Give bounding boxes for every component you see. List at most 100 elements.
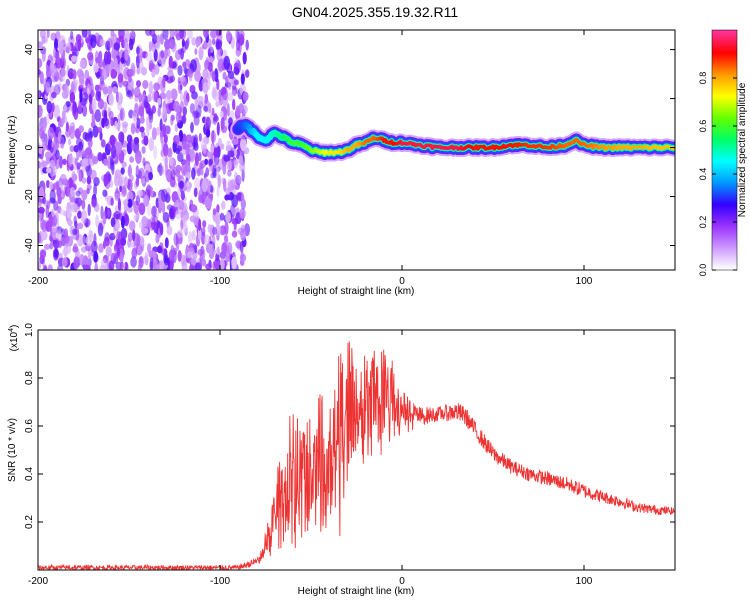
colorbar-step — [712, 106, 737, 109]
noise-cell — [127, 166, 132, 177]
noise-cell — [118, 30, 125, 39]
noise-cell — [108, 92, 114, 106]
colorbar-step — [712, 68, 737, 71]
colorbar-step — [712, 102, 737, 105]
noise-cell — [223, 55, 231, 70]
noise-cell — [216, 166, 219, 181]
noise-cell — [42, 196, 46, 205]
noise-cell — [202, 81, 209, 94]
y-tick-label: 0.8 — [24, 371, 35, 385]
noise-cell — [219, 95, 223, 106]
noise-cell — [177, 145, 183, 152]
snr-multiplier: (x104) — [8, 325, 20, 352]
noise-cell — [148, 81, 153, 95]
noise-cell — [149, 256, 154, 270]
noise-cell — [103, 173, 108, 187]
colorbar-step — [712, 230, 737, 233]
colorbar-step — [712, 72, 737, 75]
noise-cell — [191, 91, 198, 100]
noise-cell — [42, 139, 47, 152]
noise-cell — [110, 197, 114, 206]
noise-cell — [41, 161, 48, 168]
colorbar-step — [712, 210, 737, 213]
noise-cell — [39, 71, 44, 85]
noise-cell — [128, 241, 135, 248]
colorbar-label: Normalized spectral amplitude — [737, 82, 748, 217]
noise-cell — [167, 148, 173, 158]
noise-cell — [106, 208, 110, 218]
noise-cell — [203, 234, 210, 247]
noise-cell — [53, 104, 60, 118]
noise-cell — [221, 200, 226, 210]
noise-cell — [103, 109, 108, 124]
colorbar-step — [712, 218, 737, 221]
noise-cell — [239, 241, 244, 254]
noise-cell — [206, 72, 214, 79]
noise-cell — [94, 84, 100, 92]
colorbar-step — [712, 48, 737, 51]
noise-cell — [194, 152, 199, 167]
x-tick-label: -200 — [28, 576, 48, 587]
noise-cell — [63, 245, 68, 258]
y-tick-label: 20 — [24, 93, 35, 105]
noise-cell — [238, 30, 245, 39]
noise-cell — [144, 170, 150, 183]
noise-cell — [173, 30, 180, 37]
noise-cell — [48, 181, 54, 190]
snr-series-line — [38, 341, 675, 570]
noise-cell — [130, 139, 135, 151]
colorbar-step — [712, 152, 737, 155]
noise-cell — [61, 257, 68, 267]
colorbar-step — [712, 46, 737, 49]
noise-cell — [201, 178, 208, 193]
colorbar-step — [712, 268, 737, 271]
noise-cell — [65, 42, 72, 54]
noise-cell — [46, 113, 50, 125]
colorbar-step — [712, 160, 737, 163]
noise-cell — [186, 181, 190, 188]
colorbar-step — [712, 208, 737, 211]
colorbar-step — [712, 34, 737, 37]
colorbar-step — [712, 224, 737, 227]
noise-cell — [100, 258, 107, 269]
noise-cell — [197, 36, 202, 47]
colorbar-step — [712, 264, 737, 267]
noise-cell — [96, 71, 101, 80]
noise-cell — [212, 164, 218, 177]
noise-cell — [54, 51, 60, 61]
noise-cell — [227, 78, 232, 91]
heatmap-y-label: Frequency (Hz) — [7, 116, 18, 185]
noise-cell — [159, 118, 163, 132]
noise-cell — [120, 237, 127, 247]
noise-cell — [173, 100, 180, 112]
noise-cell — [162, 76, 166, 89]
noise-cell — [187, 30, 193, 40]
noise-cell — [198, 132, 202, 142]
ridge-band — [230, 116, 675, 162]
noise-cell — [70, 30, 74, 40]
x-tick-label: -200 — [28, 276, 48, 287]
noise-cell — [160, 50, 165, 59]
noise-cell — [99, 38, 105, 47]
colorbar-step — [712, 258, 737, 261]
noise-cell — [163, 134, 168, 144]
noise-cell — [79, 78, 85, 88]
colorbar-step — [712, 42, 737, 45]
noise-cell — [46, 30, 50, 38]
noise-cell — [166, 127, 171, 134]
noise-cell — [70, 55, 78, 62]
noise-cell — [119, 108, 124, 121]
y-tick-label: -20 — [24, 189, 35, 204]
noise-cell — [213, 113, 218, 120]
noise-cell — [174, 123, 178, 132]
noise-cell — [114, 57, 118, 71]
noise-cell — [85, 235, 93, 246]
noise-cell — [38, 261, 41, 270]
noise-cell — [141, 227, 149, 234]
noise-cell — [169, 259, 174, 270]
colorbar-step — [712, 134, 737, 137]
colorbar-step — [712, 92, 737, 95]
noise-cell — [102, 189, 108, 197]
colorbar-step — [712, 206, 737, 209]
noise-cell — [81, 189, 88, 201]
